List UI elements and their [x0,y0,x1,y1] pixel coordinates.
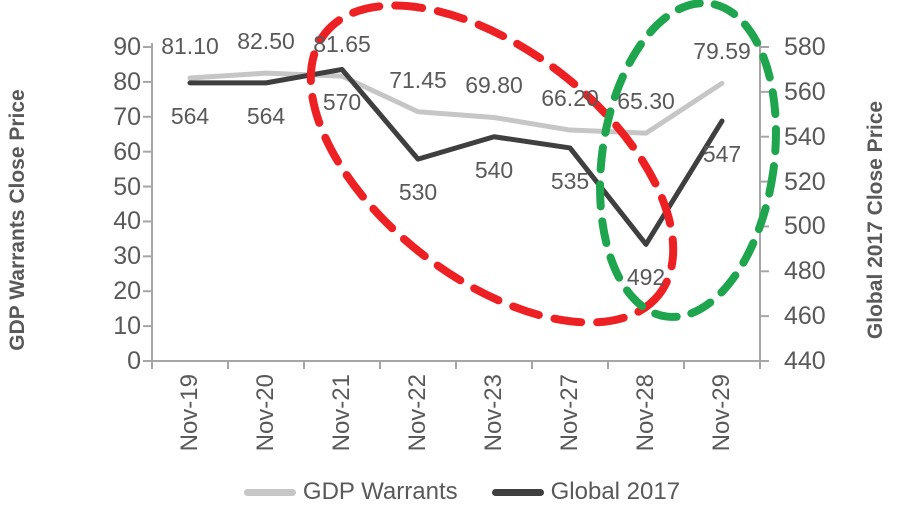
left-axis-tick-label: 30 [113,242,141,271]
gdp-warrants-data-label: 82.50 [237,28,295,55]
global-2017-data-label: 564 [246,102,286,129]
right-axis-tick-label: 440 [784,347,826,375]
left-axis-tick-label: 70 [113,102,141,131]
global-2017-line [187,66,725,247]
gdp-warrants-data-label: 81.10 [161,33,219,60]
left-axis-tick-label: 60 [113,137,141,166]
x-axis-label: Nov-29 [708,374,735,452]
left-axis-tick-label: 80 [113,67,141,96]
gdp-warrants-data-label: 66.20 [541,85,599,112]
x-axis-label: Nov-22 [404,374,431,452]
gdp-warrants-data-label: 81.65 [313,31,371,58]
global-2017-data-label: 547 [702,141,742,167]
legend-item-global-2017: Global 2017 [491,478,681,506]
gdp-warrants-line-swatch [243,488,296,496]
x-axis-label: Nov-19 [176,374,203,452]
legend-label-gdp-warrants: GDP Warrants [302,478,458,505]
global-2017-data-label: 564 [170,102,210,129]
x-axis-label: Nov-20 [252,374,279,452]
left-axis-tick-label: 0 [127,347,141,375]
x-axis-label: Nov-21 [328,374,355,452]
right-axis-tick-label: 580 [784,33,826,61]
gdp-warrants-data-label: 71.45 [389,66,447,93]
left-axis-tick-label: 90 [113,33,141,61]
legend: GDP Warrants Global 2017 [0,478,924,506]
right-axis-tick-label: 480 [784,257,826,286]
right-axis-tick-label: 460 [784,302,826,331]
gdp-warrants-line [187,70,725,136]
global-2017-data-label: 492 [626,264,666,291]
legend-label-global-2017: Global 2017 [550,478,681,505]
left-axis-tick-label: 10 [113,312,141,341]
legend-item-gdp-warrants: GDP Warrants [243,478,458,506]
global-2017-line-swatch [491,488,544,496]
left-axis-tick-label: 20 [113,277,141,306]
global-2017-data-label: 570 [322,89,362,116]
x-axis-label: Nov-27 [556,374,583,452]
global-2017-data-label: 540 [474,156,514,183]
right-axis-tick-label: 560 [784,77,826,106]
right-axis-tick-label: 520 [784,167,826,196]
right-axis-tick-label: 500 [784,212,826,241]
left-axis-tick-label: 40 [113,207,141,236]
right-axis-tick-label: 540 [784,122,826,151]
gdp-warrants-data-label: 79.59 [693,38,751,65]
red-dashed-ellipse [306,1,678,327]
global-2017-data-label: 530 [398,179,438,206]
global-2017-data-label: 535 [550,167,590,194]
left-axis-tick-label: 50 [113,172,141,201]
gdp-warrants-data-label: 65.30 [617,88,675,115]
x-axis-label: Nov-23 [480,374,507,452]
green-dashed-ellipse [596,0,780,321]
x-axis-label: Nov-28 [632,374,659,452]
gdp-warrants-data-label: 69.80 [465,72,523,99]
right-axis-title: Global 2017 Close Price [864,100,887,340]
